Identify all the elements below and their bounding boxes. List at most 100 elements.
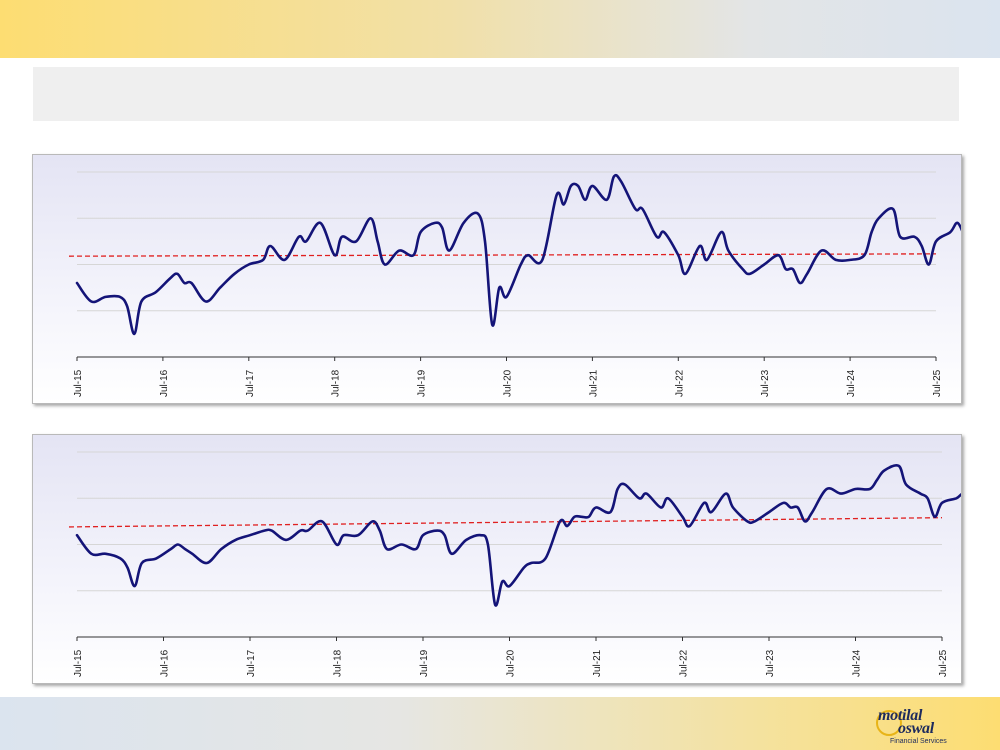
data-point bbox=[763, 263, 766, 266]
data-point bbox=[645, 492, 648, 495]
data-point bbox=[883, 469, 886, 472]
motilal-oswal-logo: motilal oswal Financial Services bbox=[876, 707, 947, 745]
data-point bbox=[825, 488, 828, 491]
data-point bbox=[863, 254, 866, 257]
data-point bbox=[414, 548, 417, 551]
data-point bbox=[634, 208, 637, 211]
data-point bbox=[834, 259, 837, 262]
data-point bbox=[796, 506, 799, 509]
data-point bbox=[741, 268, 744, 271]
data-point bbox=[247, 263, 250, 266]
x-tick-label: Jul-24 bbox=[852, 649, 863, 677]
data-point bbox=[126, 305, 129, 308]
data-point bbox=[479, 534, 482, 537]
data-point bbox=[398, 249, 401, 252]
data-point bbox=[720, 231, 723, 234]
data-point bbox=[587, 515, 590, 518]
data-point bbox=[920, 245, 923, 248]
data-point bbox=[566, 525, 569, 528]
chart-top: Jul-15 Jul-16 Jul-17 Jul-18 Jul-19 Jul-20 Jul-… bbox=[68, 171, 961, 397]
data-point bbox=[955, 497, 958, 500]
series-line bbox=[75, 173, 961, 336]
data-point bbox=[176, 272, 179, 275]
data-point bbox=[434, 222, 437, 225]
data-point bbox=[140, 300, 143, 303]
data-point bbox=[285, 539, 288, 542]
data-point bbox=[141, 562, 144, 565]
data-point bbox=[789, 506, 792, 509]
data-point bbox=[234, 539, 237, 542]
data-point bbox=[655, 235, 658, 238]
data-point bbox=[441, 226, 444, 229]
data-point bbox=[184, 548, 187, 551]
x-tick-label: Jul-16 bbox=[159, 369, 170, 397]
data-point bbox=[133, 333, 136, 336]
x-tick-label: Jul-16 bbox=[160, 649, 171, 677]
data-point bbox=[777, 254, 780, 257]
data-point bbox=[732, 506, 735, 509]
data-point bbox=[806, 272, 809, 275]
data-point bbox=[892, 208, 895, 211]
data-point bbox=[169, 277, 172, 280]
data-point bbox=[191, 552, 194, 555]
data-point bbox=[319, 222, 322, 225]
data-point bbox=[450, 552, 453, 555]
data-point bbox=[784, 268, 787, 271]
x-tick-label: Jul-17 bbox=[245, 369, 256, 397]
data-point bbox=[498, 286, 501, 289]
data-point bbox=[154, 291, 157, 294]
data-point bbox=[378, 529, 381, 532]
data-point bbox=[283, 259, 286, 262]
data-point bbox=[591, 185, 594, 188]
data-point bbox=[386, 548, 389, 551]
data-point bbox=[357, 534, 360, 537]
data-point bbox=[126, 566, 129, 569]
data-point bbox=[269, 245, 272, 248]
data-point bbox=[616, 488, 619, 491]
data-point bbox=[876, 478, 879, 481]
x-tick-label: Jul-23 bbox=[765, 649, 776, 677]
data-point bbox=[820, 249, 823, 252]
x-tick-label: Jul-18 bbox=[331, 369, 342, 397]
data-point bbox=[727, 249, 730, 252]
data-point bbox=[263, 529, 266, 532]
data-point bbox=[782, 502, 785, 505]
data-point bbox=[799, 282, 802, 285]
data-point bbox=[541, 259, 544, 262]
x-tick-label: Jul-18 bbox=[333, 649, 344, 677]
slide-title-box bbox=[33, 67, 959, 121]
data-point bbox=[335, 543, 338, 546]
footer-band bbox=[0, 697, 1000, 750]
data-point bbox=[949, 231, 952, 234]
data-point bbox=[660, 506, 663, 509]
data-point bbox=[205, 562, 208, 565]
data-point bbox=[233, 272, 236, 275]
data-point bbox=[104, 296, 107, 299]
data-point bbox=[76, 534, 79, 537]
data-point bbox=[869, 488, 872, 491]
chart-bottom: Jul-15 Jul-16 Jul-17 Jul-18 Jul-19 Jul-20 Jul-… bbox=[68, 451, 961, 677]
data-point bbox=[667, 497, 670, 500]
data-point bbox=[369, 217, 372, 220]
data-point bbox=[169, 548, 172, 551]
data-point bbox=[190, 282, 193, 285]
data-point bbox=[299, 529, 302, 532]
data-point bbox=[355, 240, 358, 243]
data-point bbox=[204, 300, 207, 303]
data-point bbox=[927, 263, 930, 266]
data-point bbox=[544, 557, 547, 560]
data-point bbox=[684, 272, 687, 275]
data-point bbox=[584, 198, 587, 201]
x-tick-label: Jul-25 bbox=[932, 369, 943, 397]
data-point bbox=[580, 515, 583, 518]
data-point bbox=[298, 235, 301, 238]
data-point bbox=[333, 254, 336, 257]
data-point bbox=[462, 222, 465, 225]
x-tick-label: Jul-17 bbox=[246, 649, 257, 677]
data-point bbox=[706, 259, 709, 262]
data-point bbox=[527, 254, 530, 257]
data-point bbox=[811, 511, 814, 514]
data-point bbox=[641, 208, 644, 211]
chart-panel-top: Jul-15 Jul-16 Jul-17 Jul-18 Jul-19 Jul-20 Jul-… bbox=[32, 154, 962, 404]
data-point bbox=[681, 515, 684, 518]
